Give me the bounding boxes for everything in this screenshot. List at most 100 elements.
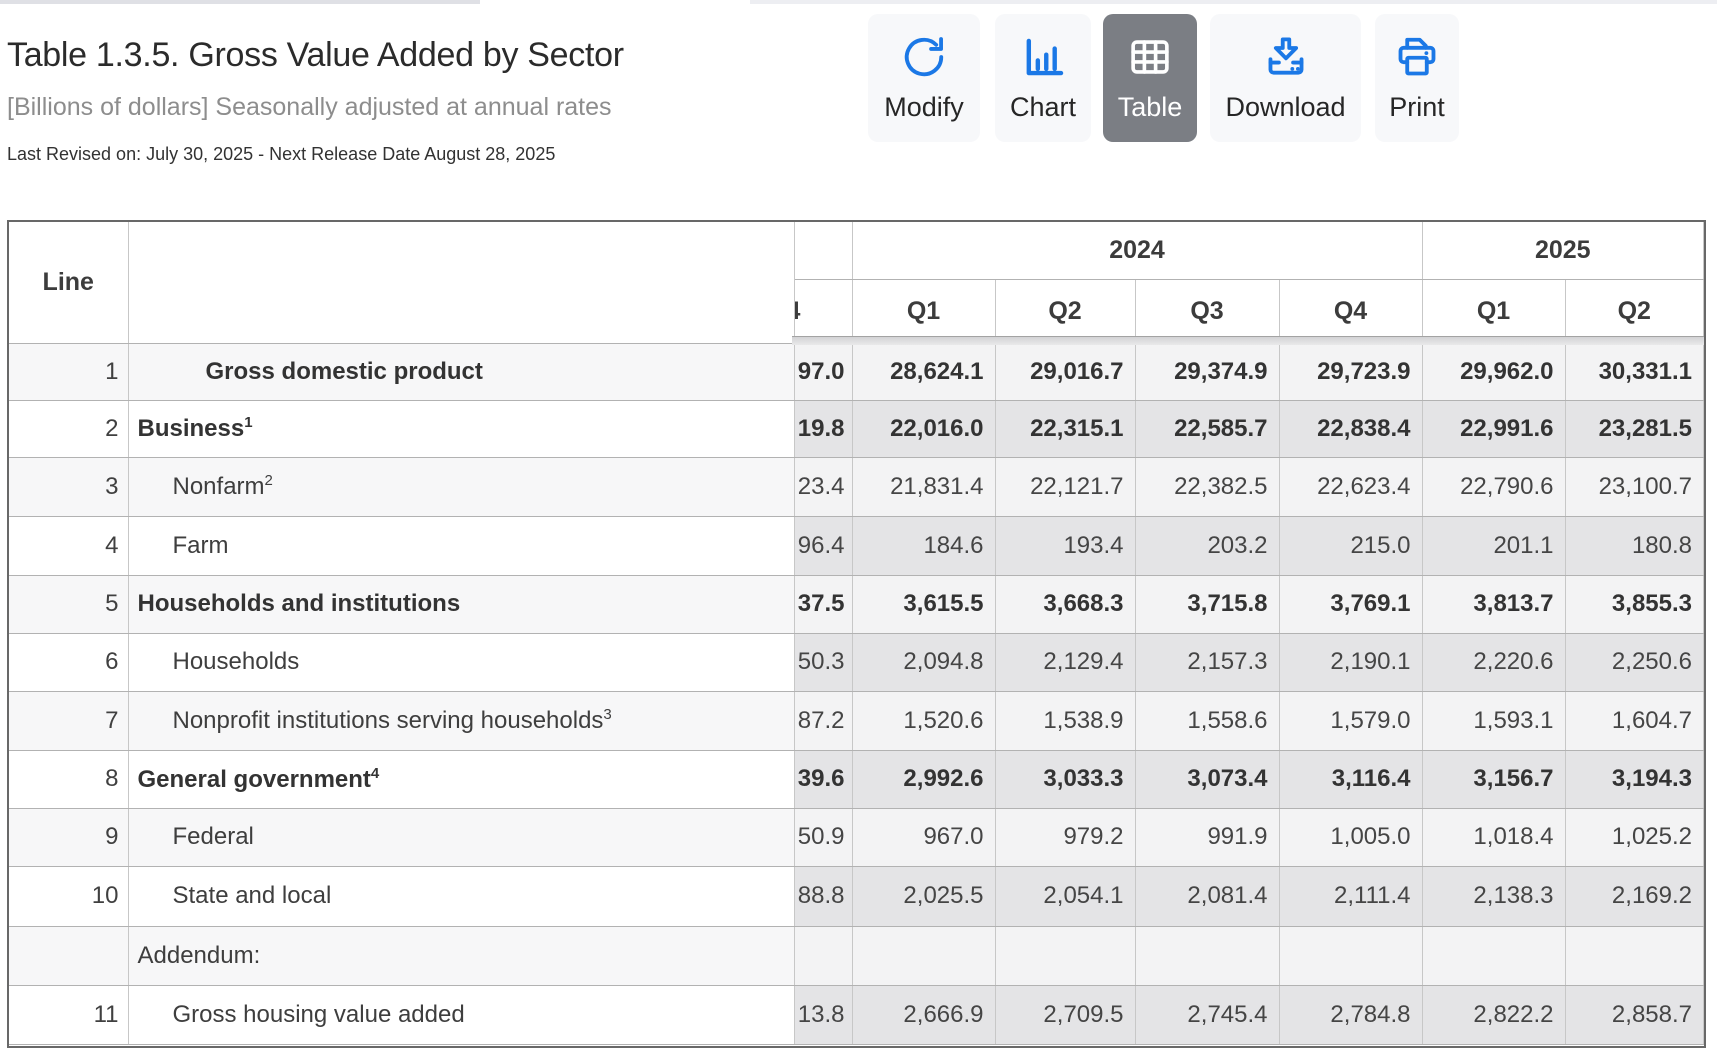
value-cell: 979.2 bbox=[995, 808, 1136, 867]
top-divider-left bbox=[0, 0, 480, 4]
value-cell bbox=[1565, 926, 1704, 986]
table-row: 6 Households 50.3 2,094.8 2,129.4 2,157.3 2,19… bbox=[9, 633, 1704, 692]
value-cell: 184.6 bbox=[852, 516, 996, 576]
row-line-number: 1 bbox=[9, 343, 129, 401]
value-cell: 2,111.4 bbox=[1279, 866, 1423, 927]
clipped-quarter-header: 4 bbox=[794, 279, 853, 344]
value-cell bbox=[1135, 926, 1280, 986]
value-cell: 22,121.7 bbox=[995, 457, 1136, 517]
table-row: 4 Farm 96.4 184.6 193.4 203.2 215.0 201.1 180.8 bbox=[9, 516, 1704, 576]
row-line-number: 7 bbox=[9, 691, 129, 751]
row-label: Farm bbox=[128, 516, 795, 576]
row-label: Households and institutions bbox=[128, 575, 795, 634]
value-cell: 2,129.4 bbox=[995, 633, 1136, 692]
value-cell: 1,538.9 bbox=[995, 691, 1136, 751]
table-row: 7 Nonprofit institutions serving househol… bbox=[9, 691, 1704, 751]
value-cell: 2,081.4 bbox=[1135, 866, 1280, 927]
top-divider-right bbox=[750, 0, 1717, 4]
quarter-header: Q3 bbox=[1135, 279, 1280, 344]
row-label: Nonprofit institutions serving household… bbox=[128, 691, 795, 751]
page-subtitle: [Billions of dollars] Seasonally adjuste… bbox=[7, 93, 612, 121]
table-row: 9 Federal 50.9 967.0 979.2 991.9 1,005.0 1,018.… bbox=[9, 808, 1704, 867]
value-cell: 1,005.0 bbox=[1279, 808, 1423, 867]
value-cell: 3,116.4 bbox=[1279, 750, 1423, 809]
value-cell: 3,715.8 bbox=[1135, 575, 1280, 634]
quarter-header: Q4 bbox=[1279, 279, 1423, 344]
value-cell: 2,054.1 bbox=[995, 866, 1136, 927]
value-cell: 2,157.3 bbox=[1135, 633, 1280, 692]
table-row: 2 Business1 19.8 22,016.0 22,315.1 22,585.7 22… bbox=[9, 400, 1704, 458]
clipped-value-cell bbox=[794, 926, 853, 986]
quarter-header-row: 4 Q1 Q2 Q3 Q4 Q1 Q2 bbox=[9, 279, 1704, 344]
row-line-number bbox=[9, 926, 129, 986]
row-label: Nonfarm2 bbox=[128, 457, 795, 517]
printer-button[interactable]: Print bbox=[1375, 14, 1459, 142]
clipped-year-header bbox=[794, 222, 853, 280]
value-cell: 180.8 bbox=[1565, 516, 1704, 576]
value-cell: 1,593.1 bbox=[1422, 691, 1566, 751]
quarter-header: Q1 bbox=[1422, 279, 1566, 344]
value-cell: 29,016.7 bbox=[995, 343, 1136, 401]
chart-button[interactable]: Chart bbox=[995, 14, 1091, 142]
value-cell bbox=[1279, 926, 1423, 986]
value-cell: 21,831.4 bbox=[852, 457, 996, 517]
value-cell: 2,094.8 bbox=[852, 633, 996, 692]
clipped-value-cell: 23.4 bbox=[794, 457, 853, 517]
value-cell: 2,822.2 bbox=[1422, 985, 1566, 1045]
value-cell: 3,813.7 bbox=[1422, 575, 1566, 634]
download-icon bbox=[1263, 34, 1309, 83]
row-label: General government4 bbox=[128, 750, 795, 809]
printer-icon bbox=[1394, 34, 1440, 83]
value-cell: 193.4 bbox=[995, 516, 1136, 576]
value-cell: 30,331.1 bbox=[1565, 343, 1704, 401]
value-cell: 22,315.1 bbox=[995, 400, 1136, 458]
value-cell: 3,769.1 bbox=[1279, 575, 1423, 634]
row-line-number: 9 bbox=[9, 808, 129, 867]
value-cell: 22,991.6 bbox=[1422, 400, 1566, 458]
value-cell: 1,025.2 bbox=[1565, 808, 1704, 867]
value-cell: 2,190.1 bbox=[1279, 633, 1423, 692]
row-line-number: 6 bbox=[9, 633, 129, 692]
table-row: 1 Gross domestic product 97.0 28,624.1 29,01… bbox=[9, 343, 1704, 401]
value-cell: 967.0 bbox=[852, 808, 996, 867]
value-cell: 3,073.4 bbox=[1135, 750, 1280, 809]
table-row: Addendum: bbox=[9, 926, 1704, 986]
value-cell: 2,169.2 bbox=[1565, 866, 1704, 927]
page-header: Table 1.3.5. Gross Value Added by Sector… bbox=[7, 36, 624, 165]
value-cell bbox=[995, 926, 1136, 986]
value-cell bbox=[1422, 926, 1566, 986]
grid-icon bbox=[1127, 34, 1173, 83]
clipped-value-cell: 39.6 bbox=[794, 750, 853, 809]
year-header-2025: 2025 bbox=[1422, 222, 1704, 280]
clipped-value-cell: 19.8 bbox=[794, 400, 853, 458]
print-button-label: Print bbox=[1389, 91, 1445, 122]
bar-chart-icon bbox=[1020, 34, 1066, 83]
value-cell: 2,025.5 bbox=[852, 866, 996, 927]
quarter-header: Q2 bbox=[995, 279, 1136, 344]
value-cell: 215.0 bbox=[1279, 516, 1423, 576]
quarter-header: Q1 bbox=[852, 279, 996, 344]
value-cell bbox=[852, 926, 996, 986]
download-button[interactable]: Download bbox=[1210, 14, 1361, 142]
download-button-label: Download bbox=[1225, 91, 1346, 122]
modify-button-label: Modify bbox=[884, 91, 964, 122]
value-cell: 2,138.3 bbox=[1422, 866, 1566, 927]
row-line-number: 4 bbox=[9, 516, 129, 576]
value-cell: 2,220.6 bbox=[1422, 633, 1566, 692]
value-cell: 3,668.3 bbox=[995, 575, 1136, 634]
value-cell: 29,374.9 bbox=[1135, 343, 1280, 401]
value-cell: 3,194.3 bbox=[1565, 750, 1704, 809]
value-cell: 3,156.7 bbox=[1422, 750, 1566, 809]
row-label: Addendum: bbox=[128, 926, 795, 986]
row-label: Households bbox=[128, 633, 795, 692]
value-cell: 28,624.1 bbox=[852, 343, 996, 401]
row-label: Gross housing value added bbox=[128, 985, 795, 1045]
table-body: 1 Gross domestic product 97.0 28,624.1 29,01… bbox=[9, 343, 1704, 1045]
value-cell: 22,585.7 bbox=[1135, 400, 1280, 458]
line-column-header: Line bbox=[9, 222, 129, 344]
modify-button[interactable]: Modify bbox=[868, 14, 980, 142]
table-button[interactable]: Table bbox=[1103, 14, 1197, 142]
value-cell: 2,666.9 bbox=[852, 985, 996, 1045]
value-cell: 1,579.0 bbox=[1279, 691, 1423, 751]
